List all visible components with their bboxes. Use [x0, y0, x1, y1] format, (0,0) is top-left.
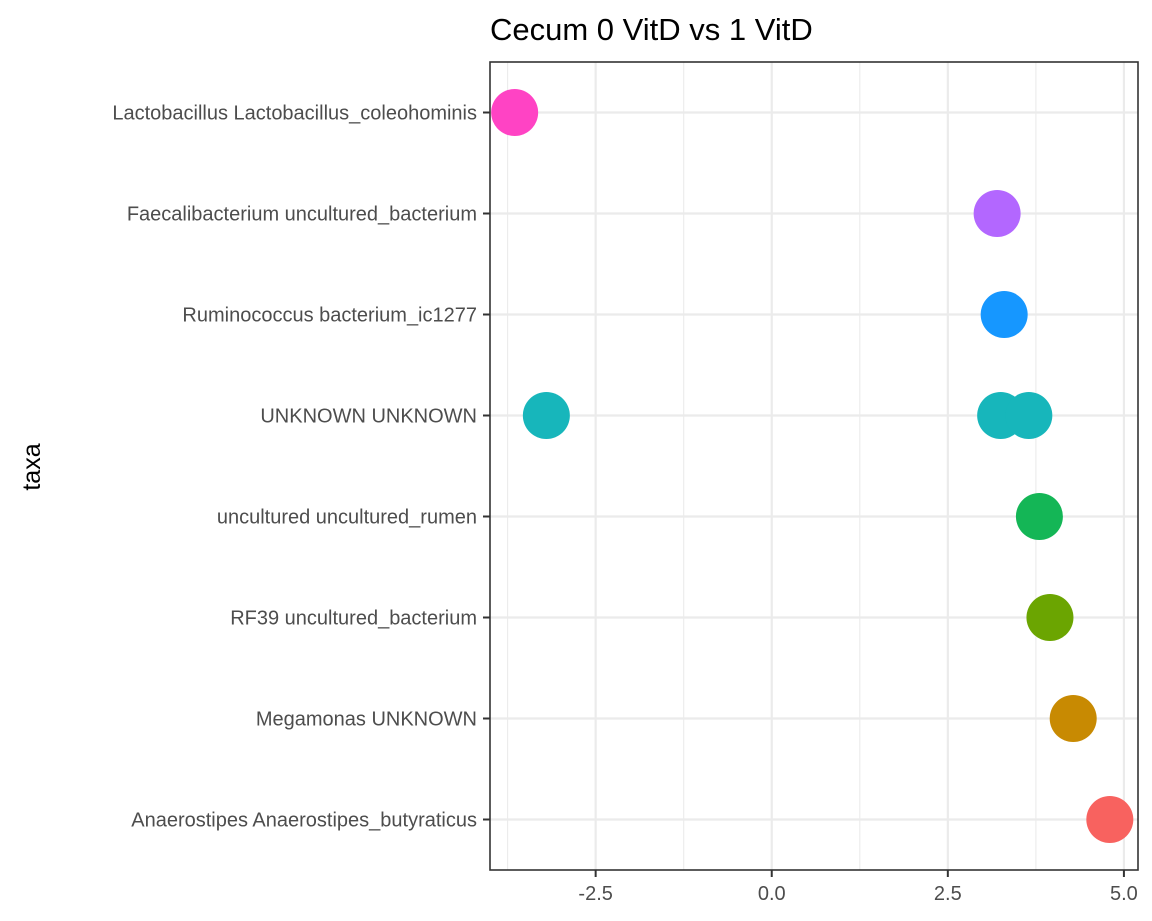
x-tick-label-1: 0.0: [758, 883, 786, 905]
y-tick-label-2: RF39 uncultured_bacterium: [230, 608, 477, 630]
x-axis: -2.5 0.0 2.5 5.0: [578, 870, 1138, 905]
y-tick-label-4: UNKNOWN UNKNOWN: [260, 406, 477, 428]
chart-title: Cecum 0 VitD vs 1 VitD: [490, 12, 813, 47]
y-tick-label-7: Lactobacillus Lactobacillus_coleohominis: [112, 103, 477, 125]
data-point-2: [980, 291, 1028, 338]
x-tick-label-2: 2.5: [934, 883, 962, 905]
data-point-6: [1015, 493, 1063, 540]
data-points: [491, 89, 1134, 843]
x-tick-label-3: 5.0: [1110, 883, 1138, 905]
data-point-1: [973, 190, 1021, 237]
data-point-3: [522, 392, 570, 439]
y-tick-label-1: Megamonas UNKNOWN: [256, 709, 477, 731]
data-point-8: [1049, 695, 1097, 742]
data-point-0: [491, 89, 539, 136]
x-tick-label-0: -2.5: [578, 883, 612, 905]
y-axis: Anaerostipes Anaerostipes_butyraticus Meg…: [112, 103, 490, 832]
y-axis-label: taxa: [18, 443, 46, 490]
data-point-9: [1086, 796, 1134, 843]
data-point-7: [1026, 594, 1074, 641]
panel-border: [489, 61, 1139, 871]
data-point-5: [1005, 392, 1053, 439]
y-tick-label-3: uncultured uncultured_rumen: [217, 507, 477, 529]
y-tick-label-6: Faecalibacterium uncultured_bacterium: [127, 204, 477, 226]
y-tick-label-0: Anaerostipes Anaerostipes_butyraticus: [131, 810, 477, 832]
y-tick-label-5: Ruminococcus bacterium_ic1277: [182, 305, 477, 327]
grid-lines: [490, 62, 1138, 870]
